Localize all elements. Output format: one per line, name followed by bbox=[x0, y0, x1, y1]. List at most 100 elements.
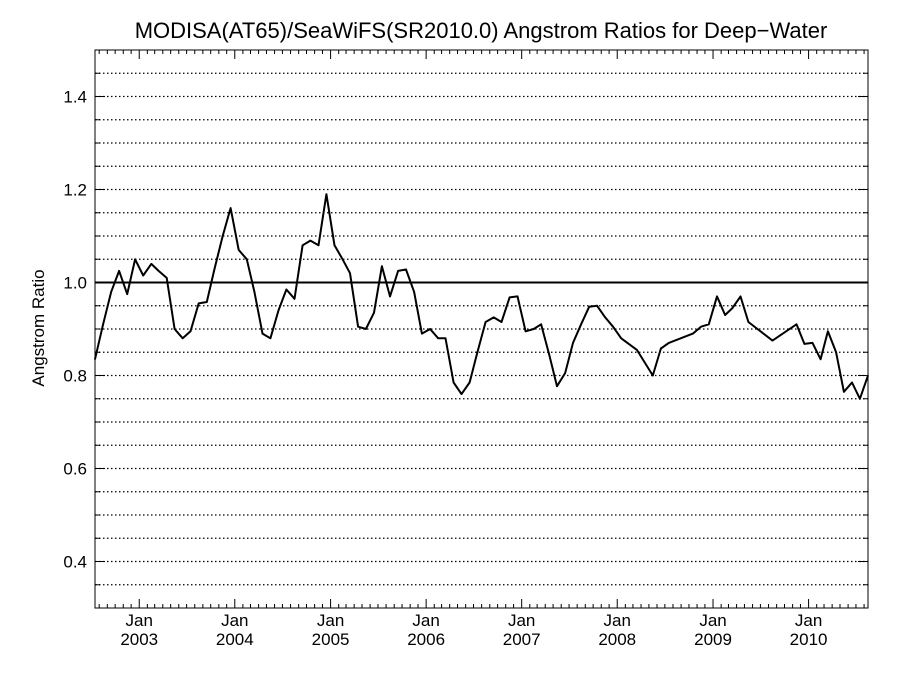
data-point bbox=[429, 328, 431, 330]
data-point bbox=[157, 270, 160, 272]
data-point bbox=[612, 325, 614, 328]
series-line bbox=[94, 193, 869, 400]
data-point bbox=[205, 301, 208, 303]
data-point bbox=[771, 339, 774, 342]
data-point bbox=[580, 323, 582, 326]
gridlines bbox=[95, 72, 868, 586]
data-point bbox=[516, 295, 519, 298]
series-group bbox=[94, 193, 869, 400]
data-point bbox=[660, 347, 662, 350]
data-point bbox=[452, 381, 455, 384]
y-tick-label: 1.2 bbox=[63, 181, 87, 200]
x-tick-label-year: 2003 bbox=[120, 630, 158, 649]
data-point bbox=[118, 270, 120, 272]
data-point bbox=[173, 328, 176, 330]
data-point bbox=[484, 321, 487, 323]
data-point bbox=[317, 244, 320, 247]
y-tick-label: 0.8 bbox=[63, 367, 87, 386]
data-point bbox=[213, 267, 216, 270]
data-point bbox=[596, 304, 598, 307]
data-point bbox=[261, 332, 264, 335]
data-point bbox=[301, 244, 304, 247]
data-point bbox=[859, 397, 861, 400]
data-point bbox=[739, 295, 742, 298]
data-point bbox=[246, 258, 248, 261]
x-tick-label-year: 2008 bbox=[598, 630, 636, 649]
data-point bbox=[604, 316, 606, 319]
data-point bbox=[110, 291, 113, 293]
data-point bbox=[500, 321, 503, 323]
data-point bbox=[795, 323, 798, 326]
data-point bbox=[373, 311, 375, 314]
data-point bbox=[708, 323, 710, 326]
data-point bbox=[413, 291, 415, 293]
data-point bbox=[532, 328, 535, 330]
data-point bbox=[421, 332, 423, 335]
data-point bbox=[437, 337, 439, 340]
data-point bbox=[724, 314, 726, 316]
x-ticks: Jan2003Jan2004Jan2005Jan2006Jan2007Jan20… bbox=[98, 50, 865, 649]
data-point bbox=[142, 274, 144, 277]
data-point bbox=[221, 235, 224, 237]
x-tick-label-year: 2006 bbox=[407, 630, 445, 649]
x-tick-label-year: 2009 bbox=[694, 630, 732, 649]
data-point bbox=[548, 353, 550, 356]
y-tick-label: 1.0 bbox=[63, 274, 87, 293]
data-point bbox=[277, 309, 280, 312]
data-point bbox=[700, 325, 702, 328]
data-point bbox=[667, 342, 670, 344]
y-axis-label: Angstrom Ratio bbox=[29, 269, 48, 386]
y-tick-label: 1.4 bbox=[63, 88, 87, 107]
data-point bbox=[811, 342, 814, 344]
data-point bbox=[253, 291, 256, 293]
x-tick-label-month: Jan bbox=[317, 611, 344, 630]
data-point bbox=[492, 316, 495, 319]
data-point bbox=[636, 349, 638, 351]
data-point bbox=[309, 239, 312, 242]
data-point bbox=[389, 295, 391, 298]
data-point bbox=[293, 297, 296, 300]
data-point bbox=[508, 296, 511, 299]
data-point bbox=[181, 337, 184, 340]
data-point bbox=[540, 323, 542, 326]
data-point bbox=[102, 323, 104, 326]
x-tick-label-year: 2010 bbox=[790, 630, 828, 649]
data-point bbox=[843, 390, 845, 393]
data-point bbox=[381, 265, 383, 268]
data-point bbox=[285, 288, 288, 291]
data-point bbox=[357, 325, 359, 328]
data-point bbox=[819, 358, 822, 361]
data-point bbox=[652, 374, 654, 377]
data-point bbox=[397, 270, 399, 272]
data-point bbox=[197, 302, 200, 305]
data-point bbox=[851, 381, 853, 384]
x-tick-label-month: Jan bbox=[221, 611, 248, 630]
data-point bbox=[349, 272, 351, 275]
x-tick-label-month: Jan bbox=[412, 611, 439, 630]
data-point bbox=[165, 277, 168, 279]
data-point bbox=[189, 330, 192, 333]
data-point bbox=[564, 372, 566, 374]
data-point bbox=[747, 321, 750, 323]
data-point bbox=[365, 328, 367, 330]
x-tick-label-month: Jan bbox=[795, 611, 822, 630]
data-point bbox=[620, 337, 622, 340]
data-point bbox=[588, 305, 591, 308]
x-tick-label-year: 2005 bbox=[312, 630, 350, 649]
data-point bbox=[460, 393, 463, 395]
data-point bbox=[126, 293, 128, 295]
data-point bbox=[835, 351, 837, 354]
data-point bbox=[134, 258, 136, 261]
x-tick-label-month: Jan bbox=[126, 611, 153, 630]
x-tick-label-year: 2007 bbox=[503, 630, 541, 649]
data-point bbox=[237, 249, 240, 251]
data-point bbox=[269, 337, 272, 340]
x-tick-label-year: 2004 bbox=[216, 630, 254, 649]
chart-title: MODISA(AT65)/SeaWiFS(SR2010.0) Angstrom … bbox=[135, 18, 828, 43]
y-ticks: 0.4 0.6 0.8 1.0 1.2 1.4 bbox=[63, 72, 868, 586]
data-point bbox=[325, 193, 328, 195]
data-point bbox=[556, 385, 558, 387]
data-point bbox=[405, 268, 407, 271]
data-point bbox=[229, 207, 232, 209]
